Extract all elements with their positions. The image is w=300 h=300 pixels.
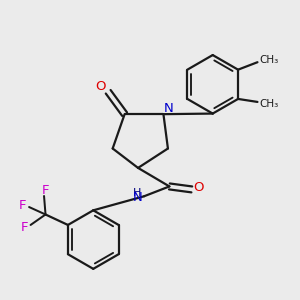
Text: N: N [164,102,174,115]
Text: F: F [20,221,28,234]
Text: CH₃: CH₃ [260,99,279,109]
Text: CH₃: CH₃ [260,55,279,65]
Text: N: N [133,191,142,204]
Text: O: O [95,80,106,93]
Text: F: F [19,199,26,212]
Text: O: O [193,182,204,194]
Text: H: H [133,188,142,198]
Text: F: F [42,184,49,197]
